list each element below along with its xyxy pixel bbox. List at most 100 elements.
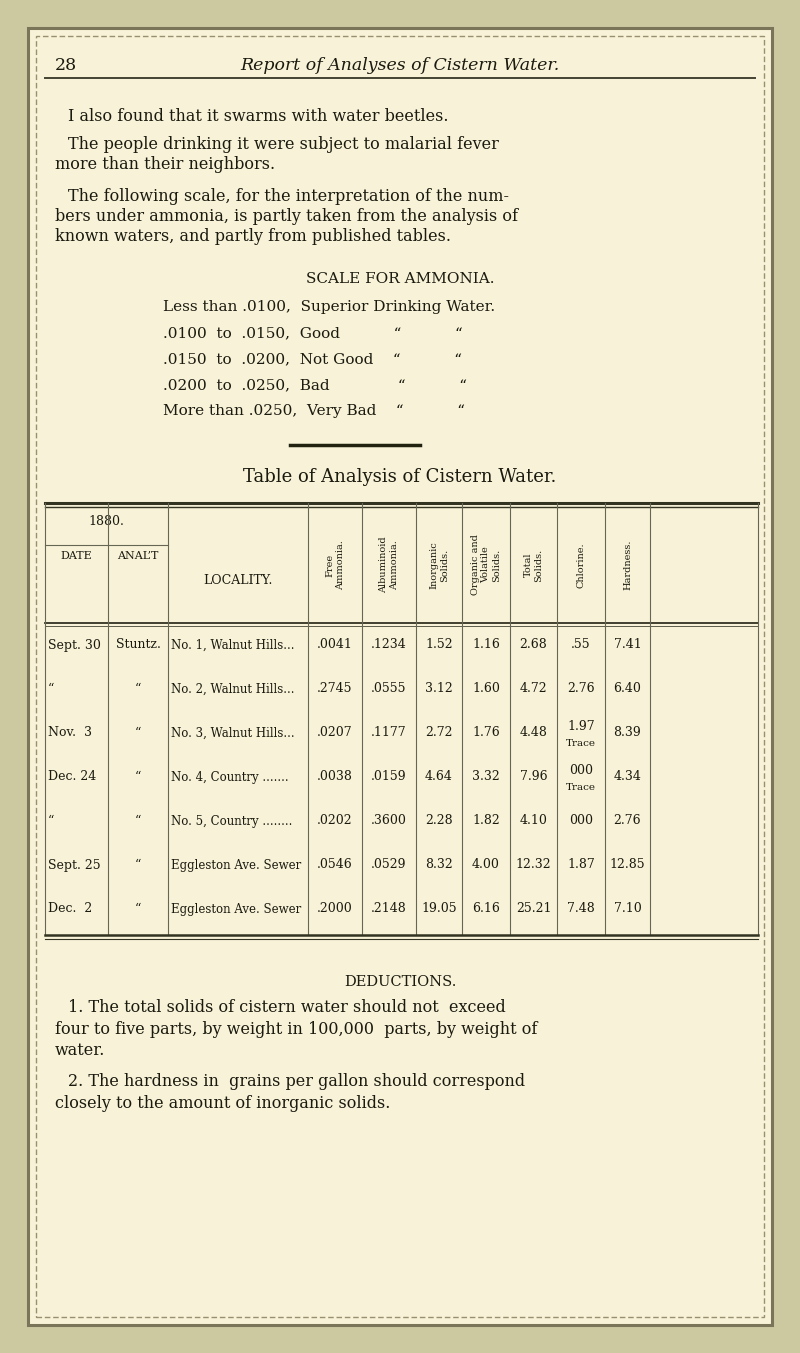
Text: The following scale, for the interpretation of the num-: The following scale, for the interpretat… [68, 188, 509, 206]
Text: Sept. 25: Sept. 25 [48, 859, 101, 871]
Text: .0159: .0159 [371, 770, 407, 783]
Text: DEDUCTIONS.: DEDUCTIONS. [344, 976, 456, 989]
Text: 1.16: 1.16 [472, 639, 500, 652]
Text: .0555: .0555 [371, 682, 406, 695]
Text: No. 2, Walnut Hills...: No. 2, Walnut Hills... [171, 682, 294, 695]
Text: 4.34: 4.34 [614, 770, 642, 783]
Text: 6.16: 6.16 [472, 902, 500, 916]
Text: I also found that it swarms with water beetles.: I also found that it swarms with water b… [68, 108, 449, 124]
Text: 19.05: 19.05 [421, 902, 457, 916]
Text: 3.32: 3.32 [472, 770, 500, 783]
Text: Free
Ammonia.: Free Ammonia. [326, 540, 345, 590]
Text: Trace: Trace [566, 739, 596, 747]
Text: .1177: .1177 [371, 727, 407, 740]
Text: 2. The hardness in  grains per gallon should correspond: 2. The hardness in grains per gallon sho… [68, 1073, 525, 1091]
Text: 3.12: 3.12 [425, 682, 453, 695]
Text: No. 5, Country ........: No. 5, Country ........ [171, 815, 292, 828]
Text: 2.28: 2.28 [425, 815, 453, 828]
Text: Eggleston Ave. Sewer: Eggleston Ave. Sewer [171, 859, 302, 871]
Text: 25.21: 25.21 [516, 902, 551, 916]
Text: 6.40: 6.40 [614, 682, 642, 695]
Text: 4.10: 4.10 [519, 815, 547, 828]
Text: “: “ [48, 815, 54, 828]
Text: 7.10: 7.10 [614, 902, 642, 916]
Text: No. 1, Walnut Hills...: No. 1, Walnut Hills... [171, 639, 294, 652]
Text: .0100  to  .0150,  Good           “           “: .0100 to .0150, Good “ “ [163, 326, 462, 340]
Text: bers under ammonia, is partly taken from the analysis of: bers under ammonia, is partly taken from… [55, 208, 518, 225]
Text: .1234: .1234 [371, 639, 407, 652]
Text: 4.00: 4.00 [472, 859, 500, 871]
Text: Dec. 24: Dec. 24 [48, 770, 96, 783]
Text: “: “ [135, 770, 141, 783]
Text: Table of Analysis of Cistern Water.: Table of Analysis of Cistern Water. [243, 468, 557, 486]
Text: 000: 000 [569, 764, 593, 778]
Text: Eggleston Ave. Sewer: Eggleston Ave. Sewer [171, 902, 302, 916]
Text: four to five parts, by weight in 100,000  parts, by weight of: four to five parts, by weight in 100,000… [55, 1020, 538, 1038]
Text: DATE: DATE [61, 551, 92, 561]
Text: 1.82: 1.82 [472, 815, 500, 828]
Text: .2000: .2000 [317, 902, 353, 916]
Text: SCALE FOR AMMONIA.: SCALE FOR AMMONIA. [306, 272, 494, 285]
Text: more than their neighbors.: more than their neighbors. [55, 156, 275, 173]
Text: 1.60: 1.60 [472, 682, 500, 695]
Text: 1.87: 1.87 [567, 859, 595, 871]
Text: 2.76: 2.76 [567, 682, 595, 695]
Text: .0207: .0207 [317, 727, 353, 740]
Text: 1. The total solids of cistern water should not  exceed: 1. The total solids of cistern water sho… [68, 999, 506, 1016]
Text: “: “ [135, 859, 141, 871]
Text: .0200  to  .0250,  Bad              “           “: .0200 to .0250, Bad “ “ [163, 377, 467, 392]
Text: The people drinking it were subject to malarial fever: The people drinking it were subject to m… [68, 137, 499, 153]
Text: No. 4, Country .......: No. 4, Country ....... [171, 770, 289, 783]
Text: 4.72: 4.72 [520, 682, 547, 695]
Text: Total
Solids.: Total Solids. [524, 548, 543, 582]
Text: 1.76: 1.76 [472, 727, 500, 740]
Text: Less than .0100,  Superior Drinking Water.: Less than .0100, Superior Drinking Water… [163, 300, 495, 314]
Text: 12.32: 12.32 [516, 859, 551, 871]
Text: “: “ [135, 902, 141, 916]
Text: .0202: .0202 [317, 815, 353, 828]
Text: ANAL’T: ANAL’T [118, 551, 158, 561]
Text: “: “ [135, 682, 141, 695]
Text: .0546: .0546 [317, 859, 353, 871]
Text: 4.48: 4.48 [519, 727, 547, 740]
Text: Inorganic
Solids.: Inorganic Solids. [430, 541, 449, 589]
Text: .0150  to  .0200,  Not Good    “           “: .0150 to .0200, Not Good “ “ [163, 352, 462, 367]
Text: 7.96: 7.96 [520, 770, 547, 783]
Text: water.: water. [55, 1042, 106, 1059]
Text: 8.39: 8.39 [614, 727, 642, 740]
Text: LOCALITY.: LOCALITY. [203, 575, 273, 587]
Text: 2.76: 2.76 [614, 815, 642, 828]
Text: closely to the amount of inorganic solids.: closely to the amount of inorganic solid… [55, 1095, 390, 1112]
Text: 7.41: 7.41 [614, 639, 642, 652]
Text: Report of Analyses of Cistern Water.: Report of Analyses of Cistern Water. [240, 57, 560, 73]
Text: Stuntz.: Stuntz. [115, 639, 161, 652]
Text: Organic and
Volatile
Solids.: Organic and Volatile Solids. [471, 534, 501, 595]
Text: More than .0250,  Very Bad    “           “: More than .0250, Very Bad “ “ [163, 405, 465, 418]
Text: 000: 000 [569, 815, 593, 828]
Text: Hardness.: Hardness. [623, 540, 632, 590]
Text: .2745: .2745 [318, 682, 353, 695]
Text: 12.85: 12.85 [610, 859, 646, 871]
Text: Dec.  2: Dec. 2 [48, 902, 92, 916]
Text: “: “ [135, 727, 141, 740]
Text: 2.72: 2.72 [426, 727, 453, 740]
Text: No. 3, Walnut Hills...: No. 3, Walnut Hills... [171, 727, 294, 740]
Text: 4.64: 4.64 [425, 770, 453, 783]
Text: “: “ [135, 815, 141, 828]
Text: Chlorine.: Chlorine. [577, 543, 586, 587]
Text: Albuminoid
Ammonia.: Albuminoid Ammonia. [379, 537, 398, 594]
Text: 1.97: 1.97 [567, 721, 595, 733]
Text: Sept. 30: Sept. 30 [48, 639, 101, 652]
Text: 1880.: 1880. [89, 515, 125, 528]
Text: 1.52: 1.52 [425, 639, 453, 652]
Text: 8.32: 8.32 [425, 859, 453, 871]
Text: known waters, and partly from published tables.: known waters, and partly from published … [55, 229, 451, 245]
Text: .0529: .0529 [371, 859, 406, 871]
Text: 28: 28 [55, 57, 77, 73]
Text: Nov.  3: Nov. 3 [48, 727, 92, 740]
Text: Trace: Trace [566, 782, 596, 792]
Text: .55: .55 [571, 639, 591, 652]
Text: .0038: .0038 [317, 770, 353, 783]
Text: .2148: .2148 [371, 902, 407, 916]
Text: 7.48: 7.48 [567, 902, 595, 916]
